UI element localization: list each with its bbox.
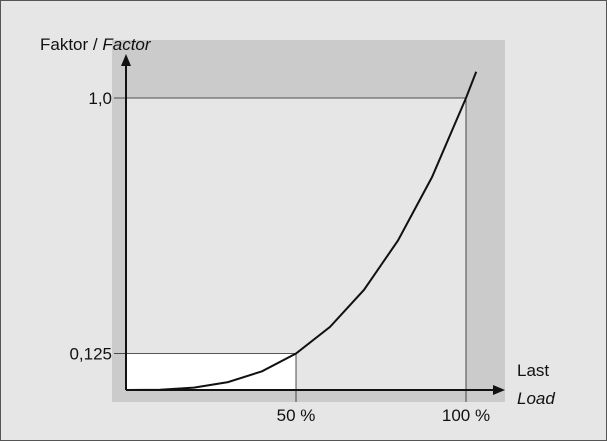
- y-axis-label: Faktor / Factor: [40, 35, 152, 54]
- y-tick-label: 0,125: [69, 345, 112, 364]
- x-label-en: Load: [517, 389, 555, 408]
- x-tick-label: 100 %: [442, 406, 490, 425]
- plot-area: [126, 98, 466, 390]
- curve: [125, 71, 478, 391]
- y-label-en: Factor: [102, 35, 152, 54]
- y-label-de: Faktor /: [40, 35, 98, 54]
- y-tick-label: 1,0: [88, 89, 112, 108]
- x-tick-label: 50 %: [277, 406, 316, 425]
- x-label-de: Last: [517, 361, 549, 380]
- x-axis-arrow: [493, 385, 505, 395]
- y-axis-arrow: [121, 54, 131, 66]
